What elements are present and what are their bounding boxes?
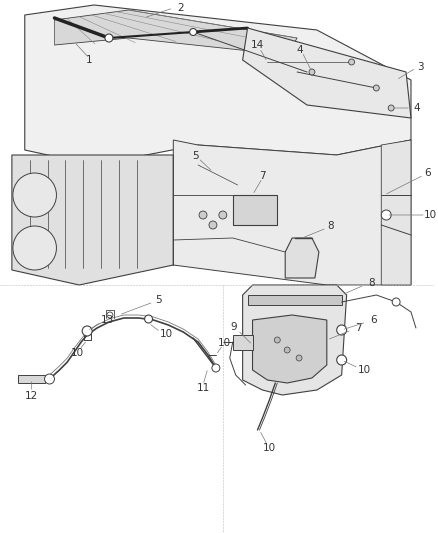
Circle shape xyxy=(190,28,197,36)
Text: 14: 14 xyxy=(251,40,264,50)
Text: 10: 10 xyxy=(263,443,276,453)
Text: 4: 4 xyxy=(413,103,420,113)
Polygon shape xyxy=(253,315,327,383)
Circle shape xyxy=(337,355,346,365)
Text: 12: 12 xyxy=(25,391,38,401)
Text: 11: 11 xyxy=(196,383,210,393)
Polygon shape xyxy=(12,155,173,285)
Polygon shape xyxy=(381,140,411,285)
Circle shape xyxy=(199,211,207,219)
Circle shape xyxy=(219,211,227,219)
Circle shape xyxy=(45,374,54,384)
Circle shape xyxy=(388,105,394,111)
Polygon shape xyxy=(25,5,411,165)
Text: 7: 7 xyxy=(355,323,362,333)
Text: 4: 4 xyxy=(297,45,304,55)
Circle shape xyxy=(13,173,57,217)
Polygon shape xyxy=(233,195,277,225)
Text: 5: 5 xyxy=(192,151,198,161)
Text: 10: 10 xyxy=(424,210,438,220)
Circle shape xyxy=(107,312,113,318)
Text: 13: 13 xyxy=(100,315,113,325)
Circle shape xyxy=(284,347,290,353)
Circle shape xyxy=(209,221,217,229)
Circle shape xyxy=(392,298,400,306)
Circle shape xyxy=(337,325,346,335)
Circle shape xyxy=(105,34,113,42)
Text: 10: 10 xyxy=(218,338,231,348)
Circle shape xyxy=(145,315,152,323)
Polygon shape xyxy=(243,28,411,118)
Circle shape xyxy=(381,210,391,220)
Text: 7: 7 xyxy=(259,171,266,181)
Circle shape xyxy=(274,337,280,343)
Text: 9: 9 xyxy=(230,322,237,332)
Text: 8: 8 xyxy=(368,278,374,288)
Text: 2: 2 xyxy=(177,3,184,13)
Text: 10: 10 xyxy=(160,329,173,339)
Polygon shape xyxy=(54,10,297,55)
Polygon shape xyxy=(243,285,346,395)
Circle shape xyxy=(13,226,57,270)
Polygon shape xyxy=(18,375,45,383)
Text: 5: 5 xyxy=(155,295,162,305)
Text: 3: 3 xyxy=(417,62,424,72)
Circle shape xyxy=(82,326,92,336)
Polygon shape xyxy=(247,295,342,305)
Circle shape xyxy=(212,364,220,372)
Text: 10: 10 xyxy=(71,348,84,358)
Circle shape xyxy=(309,69,315,75)
Polygon shape xyxy=(233,335,253,350)
Circle shape xyxy=(373,85,379,91)
Text: 6: 6 xyxy=(370,315,377,325)
Text: 8: 8 xyxy=(328,221,334,231)
Polygon shape xyxy=(285,238,319,278)
Circle shape xyxy=(296,355,302,361)
Text: 6: 6 xyxy=(424,168,431,178)
Text: 10: 10 xyxy=(358,365,371,375)
Circle shape xyxy=(349,59,354,65)
Polygon shape xyxy=(173,140,411,285)
Text: 1: 1 xyxy=(86,55,92,65)
